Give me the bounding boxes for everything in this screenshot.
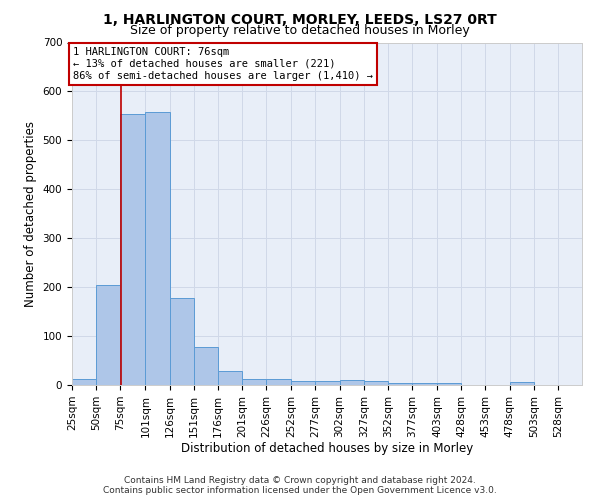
Bar (242, 379, 266, 385)
Bar (437, 382, 461, 385)
Y-axis label: Number of detached properties: Number of detached properties (24, 120, 37, 306)
Bar (170, 298, 194, 385)
Bar (291, 381, 316, 385)
Bar (509, 382, 534, 385)
Bar (316, 381, 340, 385)
Text: Contains HM Land Registry data © Crown copyright and database right 2024.
Contai: Contains HM Land Registry data © Crown c… (103, 476, 497, 495)
Bar (388, 382, 412, 385)
Text: Size of property relative to detached houses in Morley: Size of property relative to detached ho… (130, 24, 470, 37)
Bar (364, 381, 388, 385)
Bar (145, 112, 170, 385)
X-axis label: Distribution of detached houses by size in Morley: Distribution of detached houses by size … (181, 442, 473, 456)
Bar (218, 372, 242, 385)
Text: 1 HARLINGTON COURT: 76sqm
← 13% of detached houses are smaller (221)
86% of semi: 1 HARLINGTON COURT: 76sqm ← 13% of detac… (73, 48, 373, 80)
Bar (120, 114, 145, 385)
Text: 1, HARLINGTON COURT, MORLEY, LEEDS, LS27 0RT: 1, HARLINGTON COURT, MORLEY, LEEDS, LS27… (103, 12, 497, 26)
Bar (340, 380, 364, 385)
Bar (194, 347, 218, 385)
Bar (72, 378, 96, 385)
Bar (412, 382, 437, 385)
Bar (96, 284, 120, 385)
Bar (266, 379, 291, 385)
